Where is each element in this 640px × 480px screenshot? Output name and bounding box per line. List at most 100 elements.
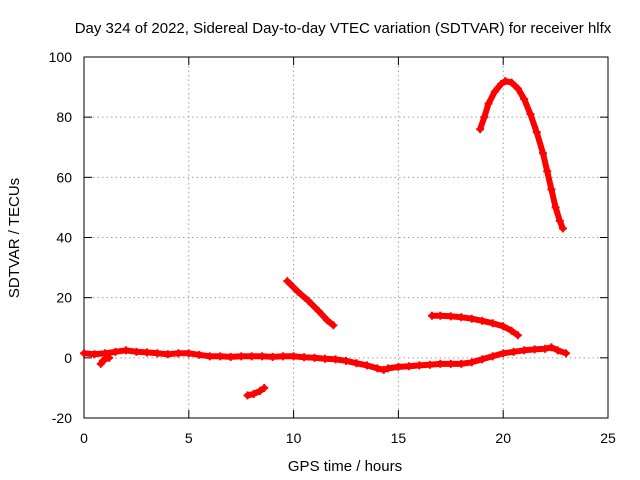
x-tick-label: 15 <box>391 430 407 446</box>
data-point <box>501 77 510 86</box>
data-point <box>362 361 371 370</box>
data-point <box>488 352 497 361</box>
data-point <box>314 307 323 316</box>
data-point <box>331 355 340 364</box>
data-point <box>310 353 319 362</box>
y-tick-label: -20 <box>52 410 72 426</box>
data-point <box>509 347 518 356</box>
data-point <box>532 128 541 137</box>
axis-ticks: 0 5 10 15 20 25 -20 0 20 40 60 80 100 <box>49 49 616 446</box>
data-point <box>490 87 499 96</box>
data-point <box>379 365 388 374</box>
data-point <box>289 352 298 361</box>
data-point <box>323 316 332 325</box>
data-point <box>507 78 516 87</box>
x-tick-label: 25 <box>600 430 616 446</box>
y-tick-label: 20 <box>56 290 72 306</box>
series-negative-segment <box>243 383 269 400</box>
data-point <box>488 319 497 328</box>
data-point <box>457 359 466 368</box>
y-tick-label: 60 <box>56 169 72 185</box>
data-point <box>547 185 556 194</box>
data-point <box>499 322 508 331</box>
data-point <box>467 314 476 323</box>
series-descending-segment-17h <box>427 311 522 340</box>
data-point <box>268 352 277 361</box>
data-point <box>321 354 330 363</box>
data-point <box>383 364 392 373</box>
data-point <box>163 350 172 359</box>
data-point <box>342 356 350 365</box>
data-point <box>90 350 99 359</box>
data-point <box>216 352 225 361</box>
data-point <box>260 383 269 392</box>
data-point <box>300 353 309 362</box>
data-point <box>446 312 455 321</box>
data-point <box>352 359 361 368</box>
data-point <box>111 347 120 356</box>
series-line <box>428 312 521 339</box>
data-point <box>184 349 193 358</box>
data-point <box>520 346 529 355</box>
data-point <box>205 352 214 361</box>
data-point <box>100 355 109 364</box>
data-point <box>304 296 313 305</box>
data-point <box>425 360 434 369</box>
data-point <box>243 391 252 400</box>
data-point <box>226 352 235 361</box>
y-tick-label: 40 <box>56 230 72 246</box>
data-point <box>562 349 571 358</box>
data-point <box>436 311 445 320</box>
data-point <box>446 359 455 368</box>
x-tick-label: 20 <box>495 430 511 446</box>
data-point <box>195 350 204 359</box>
data-point <box>551 203 560 212</box>
data-point <box>256 386 265 395</box>
chart-title: Day 324 of 2022, Sidereal Day-to-day VTE… <box>75 20 612 37</box>
data-point <box>373 364 382 373</box>
series-layer <box>80 77 571 400</box>
data-point <box>293 287 302 296</box>
data-point <box>404 362 413 371</box>
data-point <box>499 349 508 358</box>
data-point <box>476 125 485 134</box>
data-point <box>520 95 529 104</box>
data-point <box>174 349 183 358</box>
data-point <box>283 277 292 286</box>
series-baseline <box>80 343 571 374</box>
data-point <box>478 355 487 364</box>
data-point <box>427 311 436 320</box>
data-point <box>457 313 466 322</box>
data-point <box>467 358 476 367</box>
data-point <box>513 331 522 340</box>
data-point <box>507 326 516 335</box>
series-short-dip <box>96 353 114 368</box>
data-point <box>547 343 556 352</box>
x-axis-title: GPS time / hours <box>288 458 402 475</box>
y-tick-label: 0 <box>64 350 72 366</box>
data-point <box>555 216 564 225</box>
data-point <box>541 344 550 353</box>
data-point <box>142 348 151 357</box>
y-tick-label: 80 <box>56 109 72 125</box>
data-point <box>530 345 539 354</box>
data-point <box>526 110 535 119</box>
y-tick-label: 100 <box>49 49 73 65</box>
data-point <box>513 84 522 93</box>
data-point <box>394 362 403 371</box>
data-point <box>258 352 267 361</box>
data-point <box>497 80 506 89</box>
data-point <box>249 389 258 398</box>
data-point <box>436 359 445 368</box>
data-point <box>478 316 487 325</box>
data-point <box>132 347 141 356</box>
data-point <box>80 349 88 358</box>
x-tick-label: 10 <box>286 430 302 446</box>
data-point <box>121 346 130 355</box>
data-point <box>558 224 567 233</box>
data-point <box>484 99 493 108</box>
data-point <box>539 149 548 158</box>
data-point <box>105 353 114 362</box>
x-tick-label: 0 <box>80 430 88 446</box>
